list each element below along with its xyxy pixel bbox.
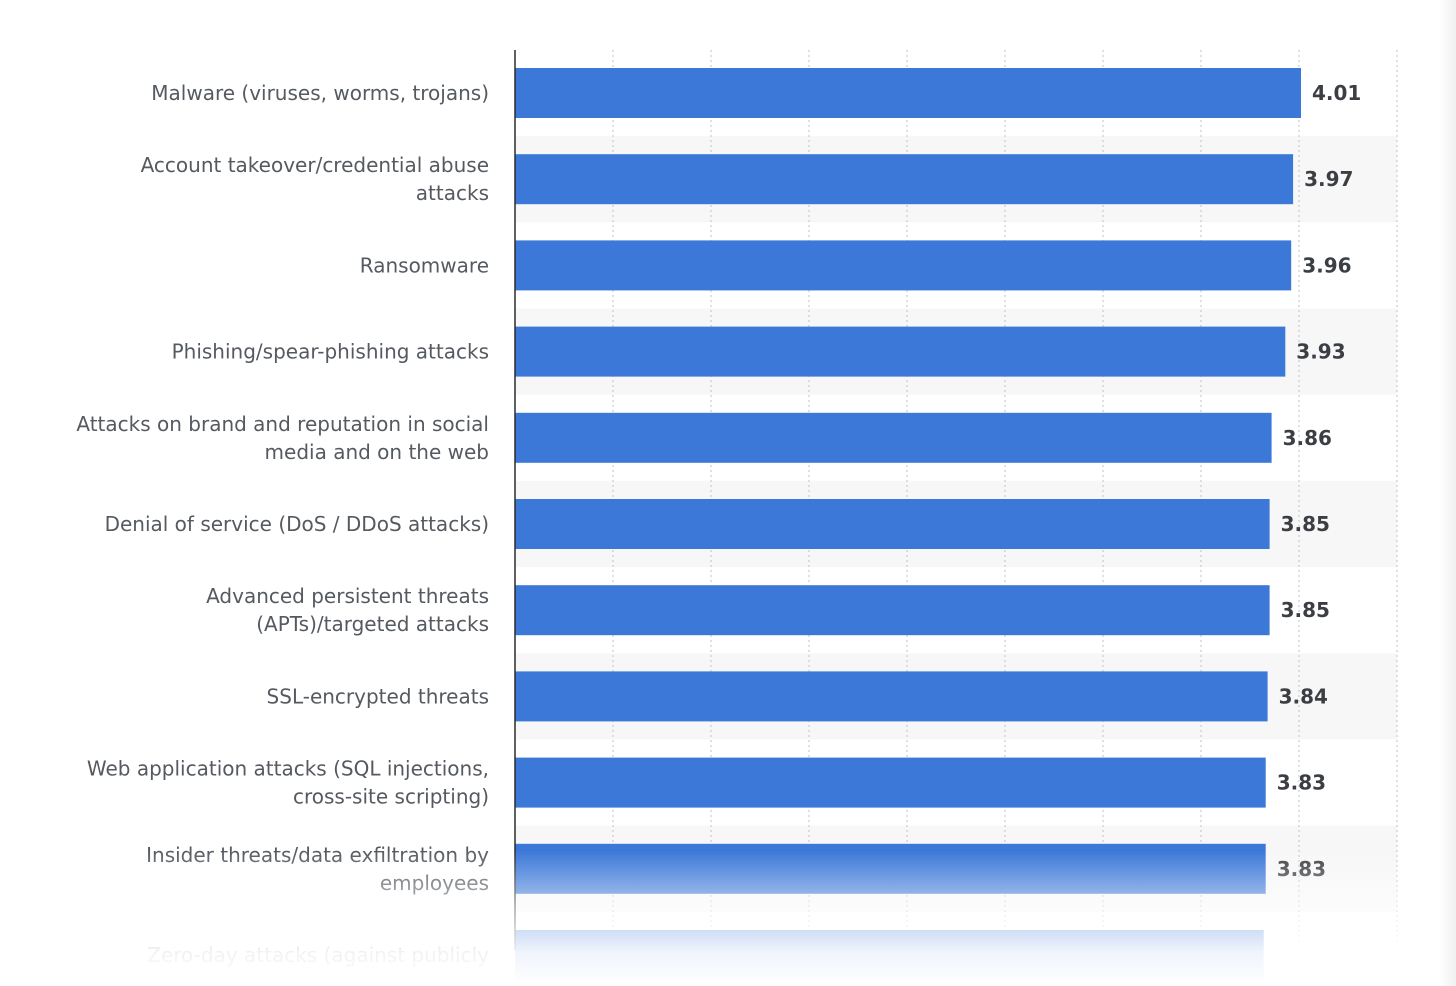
category-label: Advanced persistent threats — [206, 584, 489, 608]
bar — [515, 843, 1266, 894]
bar — [515, 930, 1264, 980]
bar — [515, 671, 1268, 722]
value-label: 3.83 — [1277, 771, 1326, 795]
category-label: Insider threats/data exfiltration by — [146, 843, 489, 867]
category-label: SSL-encrypted threats — [267, 684, 489, 708]
bars — [515, 68, 1301, 980]
category-label: Denial of service (DoS / DDoS attacks) — [105, 512, 489, 536]
bar — [515, 240, 1292, 291]
category-label: media and on the web — [265, 440, 489, 464]
value-label: 3.83 — [1277, 857, 1326, 881]
category-label: Phishing/spear-phishing attacks — [172, 340, 489, 364]
category-label: Attacks on brand and reputation in socia… — [76, 412, 489, 436]
category-label: (APTs)/targeted attacks — [256, 612, 489, 636]
category-label: Malware (viruses, worms, trojans) — [151, 81, 489, 105]
bar — [515, 499, 1270, 549]
bar — [515, 757, 1266, 808]
bar — [515, 68, 1301, 118]
bar — [515, 412, 1272, 463]
bar — [515, 585, 1270, 636]
value-label: 3.93 — [1296, 340, 1345, 364]
value-label: 4.01 — [1312, 81, 1361, 105]
bar — [515, 326, 1286, 377]
value-label: 3.84 — [1279, 684, 1328, 708]
category-label: cross-site scripting) — [293, 785, 489, 809]
value-label: 3.97 — [1304, 167, 1353, 191]
category-label: employees — [380, 871, 489, 895]
category-label: attacks — [416, 181, 489, 205]
value-label: 3.85 — [1281, 598, 1330, 622]
value-label: 3.86 — [1283, 426, 1332, 450]
category-label: Web application attacks (SQL injections, — [87, 757, 489, 781]
category-label: Ransomware — [360, 253, 489, 277]
category-label: Account takeover/credential abuse — [141, 153, 489, 177]
category-label: Zero-day attacks (against publicly — [147, 943, 489, 967]
category-labels: Malware (viruses, worms, trojans) Account… — [76, 81, 489, 967]
bar — [515, 154, 1294, 205]
value-label: 3.85 — [1281, 512, 1330, 536]
value-label: 3.96 — [1302, 253, 1351, 277]
